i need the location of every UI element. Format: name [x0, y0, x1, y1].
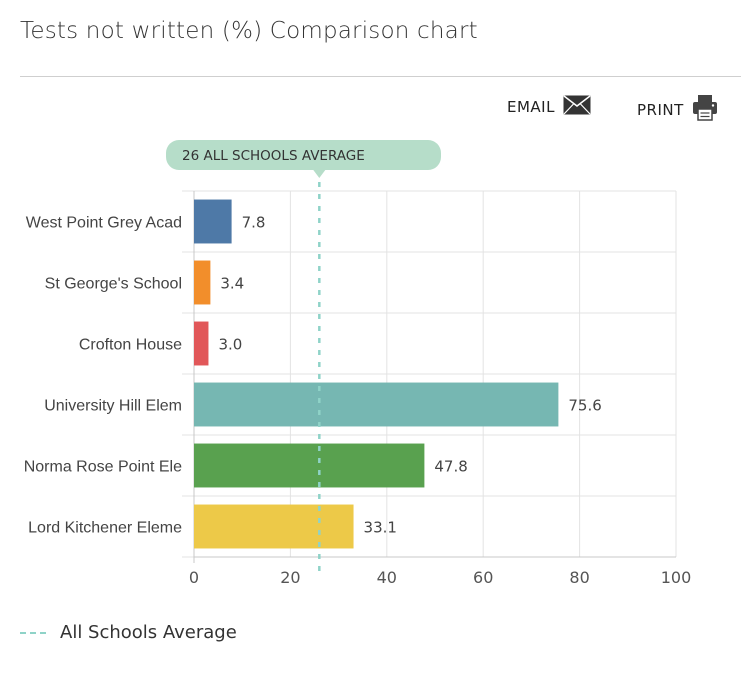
- x-tick-label: 100: [661, 568, 692, 587]
- bar-2[interactable]: [194, 321, 209, 366]
- x-tick-label: 20: [280, 568, 300, 587]
- category-label: University Hill Elem: [44, 398, 182, 415]
- bar-4[interactable]: [194, 443, 425, 488]
- x-tick-label: 0: [189, 568, 199, 587]
- value-label: 7.8: [242, 214, 266, 232]
- printer-icon: [692, 95, 718, 125]
- bar-0[interactable]: [194, 199, 232, 244]
- category-label: West Point Grey Acad: [26, 215, 182, 232]
- value-label: 3.4: [220, 275, 244, 293]
- legend-label: All Schools Average: [60, 622, 237, 643]
- category-label: Crofton House: [79, 337, 182, 354]
- category-label: Lord Kitchener Eleme: [28, 520, 182, 537]
- x-tick-label: 60: [473, 568, 493, 587]
- x-tick-label: 80: [569, 568, 589, 587]
- bar-3[interactable]: [194, 382, 559, 427]
- value-label: 47.8: [434, 458, 467, 476]
- legend-dashed-line-swatch: [20, 631, 46, 634]
- email-label: EMAIL: [507, 98, 555, 116]
- value-label: 75.6: [568, 397, 601, 415]
- bar-5[interactable]: [194, 504, 354, 549]
- bar-1[interactable]: [194, 260, 211, 305]
- average-badge-label: 26 ALL SCHOOLS AVERAGE: [182, 148, 365, 164]
- print-label: PRINT: [637, 101, 684, 119]
- envelope-icon: [563, 95, 591, 119]
- value-label: 3.0: [218, 336, 242, 354]
- category-label: St George's School: [45, 276, 182, 293]
- x-tick-label: 40: [377, 568, 397, 587]
- average-badge-pointer: [313, 170, 326, 178]
- category-label: Norma Rose Point Ele: [24, 459, 182, 476]
- email-button[interactable]: EMAIL: [507, 95, 591, 119]
- value-label: 33.1: [364, 519, 397, 537]
- chart-legend[interactable]: All Schools Average: [20, 622, 237, 643]
- print-button[interactable]: PRINT: [637, 95, 718, 125]
- average-badge: [166, 140, 441, 170]
- page-title: Tests not written (%) Comparison chart: [20, 18, 478, 44]
- title-divider: [20, 76, 741, 77]
- bar-chart: West Point Grey Acad 7.8 St George's Schoo…: [24, 140, 692, 587]
